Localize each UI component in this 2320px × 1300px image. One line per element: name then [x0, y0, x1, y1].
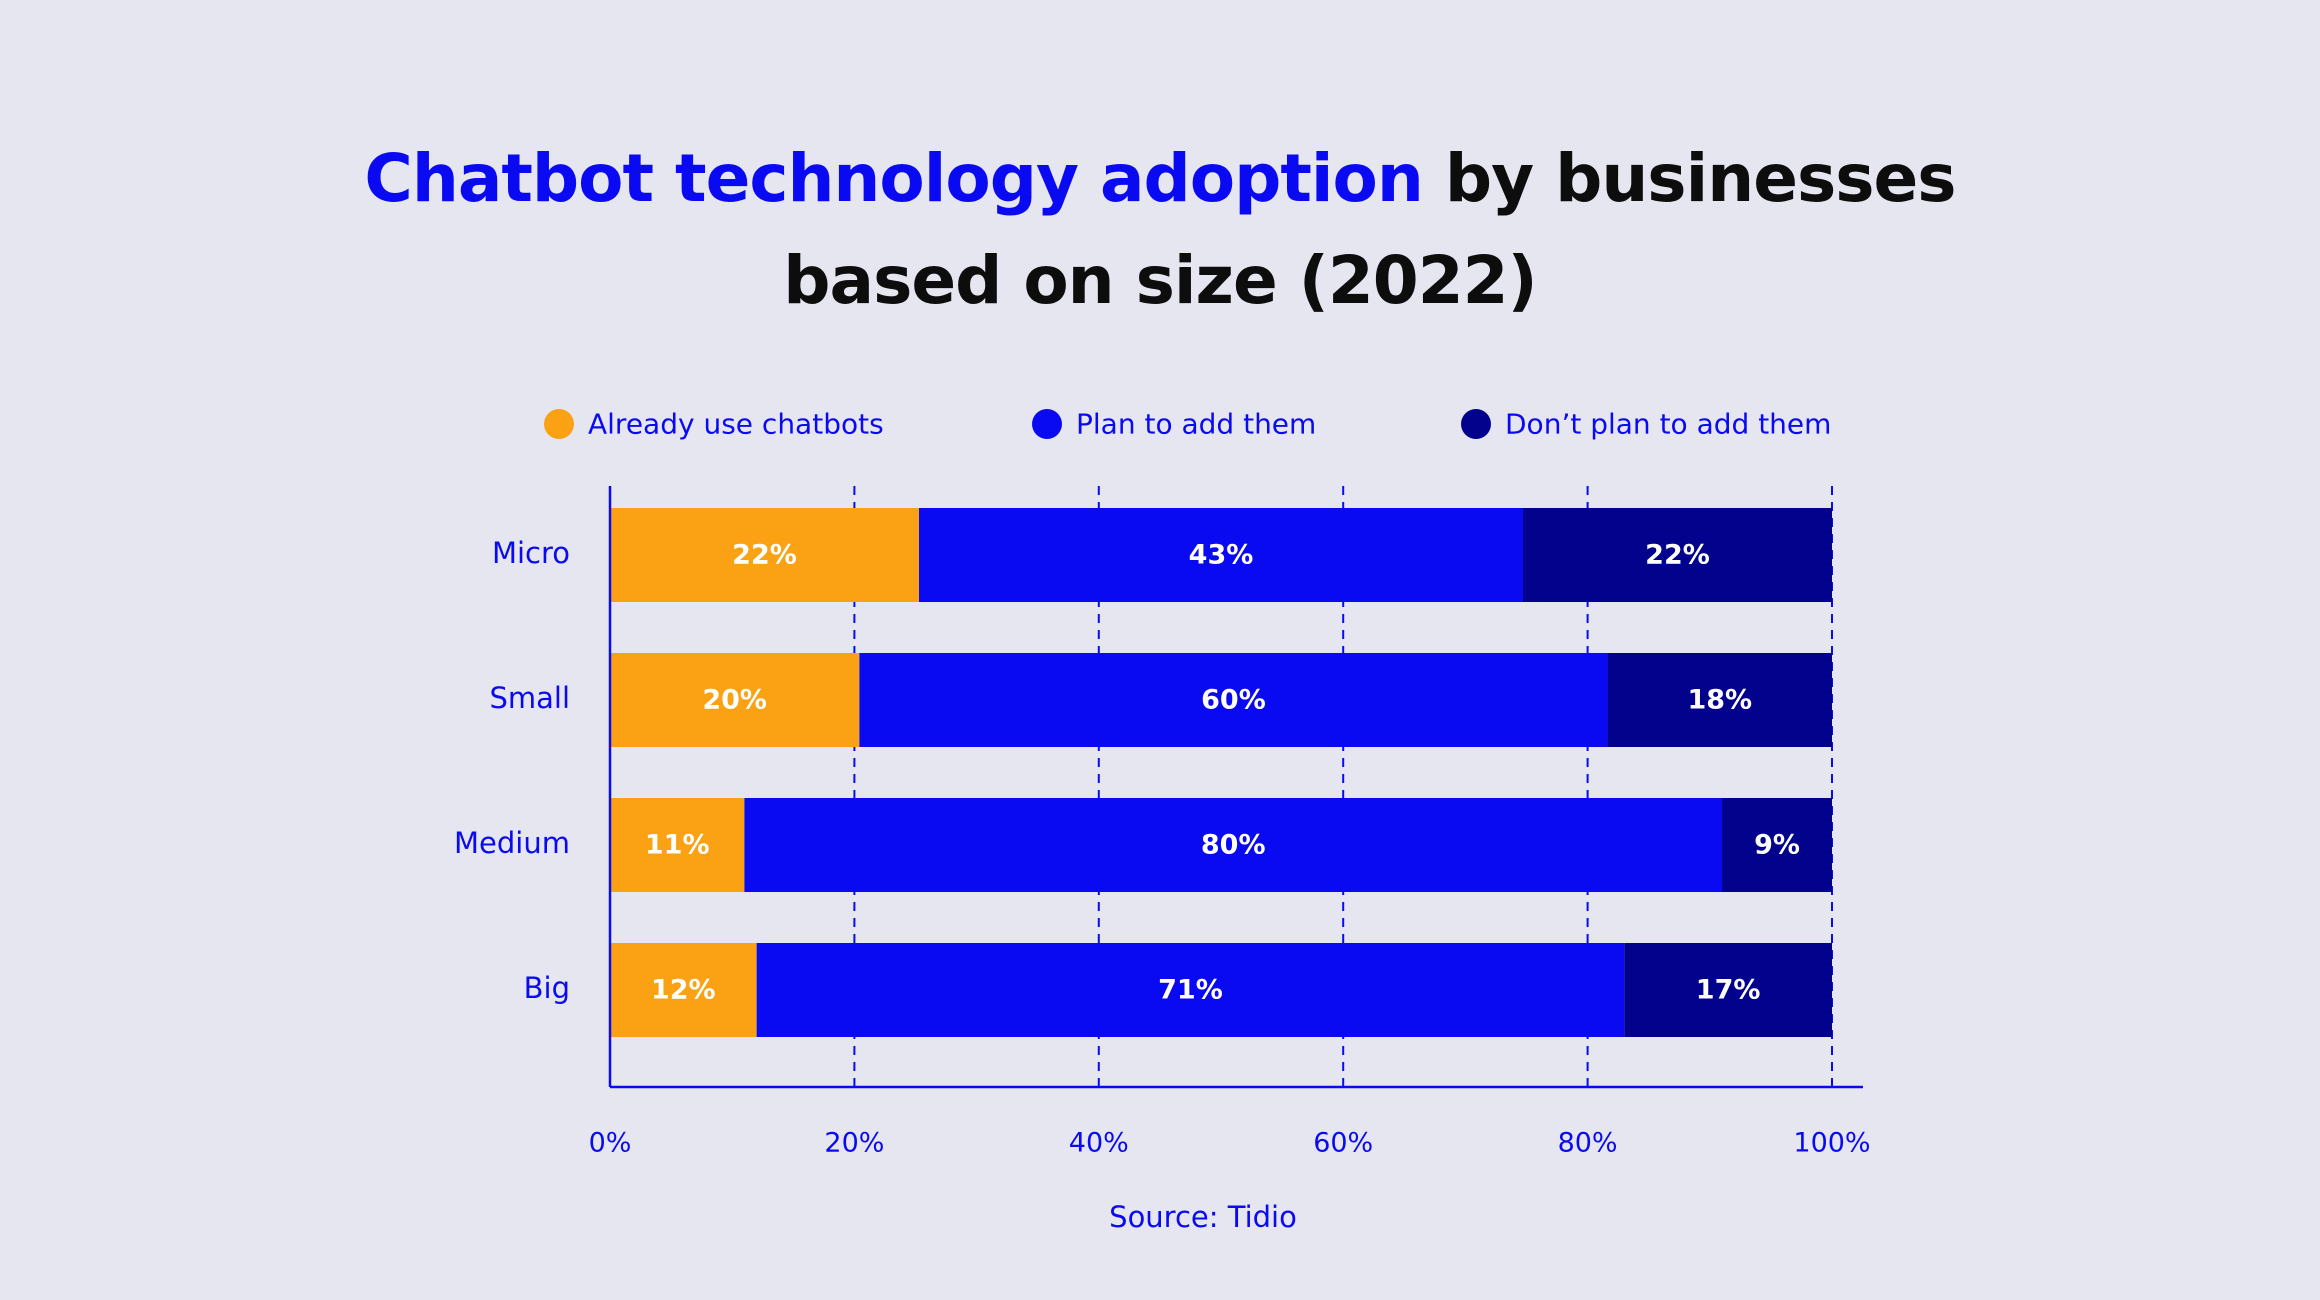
category-label-micro: Micro: [492, 536, 570, 570]
chart-bars: [610, 508, 1832, 1037]
x-tick-label-40: 40%: [1069, 1128, 1129, 1159]
category-label-small: Small: [489, 681, 570, 715]
bar-label-big-series-1: 12%: [651, 975, 716, 1006]
bar-big-series-2: [756, 943, 1625, 1037]
category-label-big: Big: [524, 971, 570, 1005]
chart-title-line2: based on size (2022): [783, 242, 1537, 319]
bar-label-micro-series-3: 22%: [1645, 540, 1710, 571]
bar-label-big-series-3: 17%: [1696, 975, 1761, 1006]
bar-big-series-1: [610, 943, 757, 1037]
chart-labels: 22% 43% 22% Micro 20% 60% 18% Small 11% 80% 9% Medi…: [454, 536, 1871, 1234]
legend-label-3: Don’t plan to add them: [1505, 408, 1831, 441]
bar-label-small-series-1: 20%: [702, 685, 767, 716]
chart-axes: [608, 486, 1863, 1089]
chart-title: Chatbot technology adoption by businesse…: [0, 128, 2320, 332]
x-tick-label-80: 80%: [1558, 1128, 1618, 1159]
bar-micro-series-2: [919, 508, 1523, 602]
legend-label-1: Already use chatbots: [588, 408, 884, 441]
bar-medium-series-1: [610, 798, 745, 892]
chart-legend: Already use chatbots Plan to add them Don’…: [544, 408, 1831, 441]
bar-label-medium-series-2: 80%: [1201, 830, 1266, 861]
category-label-medium: Medium: [454, 826, 570, 860]
bar-label-small-series-2: 60%: [1201, 685, 1266, 716]
bar-medium-series-2: [744, 798, 1723, 892]
bar-label-micro-series-1: 22%: [732, 540, 797, 571]
legend-label-2: Plan to add them: [1076, 408, 1316, 441]
bar-big-series-3: [1624, 943, 1832, 1037]
x-tick-label-20: 20%: [824, 1128, 884, 1159]
bar-small-series-3: [1607, 653, 1832, 747]
legend-swatch-1: [544, 409, 574, 439]
chart-title-rest: by businesses: [1422, 140, 1957, 217]
bar-label-big-series-2: 71%: [1158, 975, 1223, 1006]
source-label: Source: Tidio: [1109, 1200, 1297, 1234]
bar-micro-series-3: [1522, 508, 1832, 602]
bar-label-medium-series-3: 9%: [1754, 830, 1800, 861]
x-tick-label-100: 100%: [1793, 1128, 1870, 1159]
bar-small-series-2: [859, 653, 1608, 747]
bar-micro-series-1: [610, 508, 920, 602]
bar-label-medium-series-1: 11%: [645, 830, 710, 861]
x-tick-label-60: 60%: [1313, 1128, 1373, 1159]
legend-swatch-2: [1032, 409, 1062, 439]
x-tick-label-0: 0%: [589, 1128, 632, 1159]
bar-label-micro-series-2: 43%: [1189, 540, 1254, 571]
legend-swatch-3: [1461, 409, 1491, 439]
chart-title-accent: Chatbot technology adoption: [364, 140, 1423, 217]
bar-label-small-series-3: 18%: [1687, 685, 1752, 716]
bar-small-series-1: [610, 653, 860, 747]
bar-medium-series-3: [1722, 798, 1832, 892]
